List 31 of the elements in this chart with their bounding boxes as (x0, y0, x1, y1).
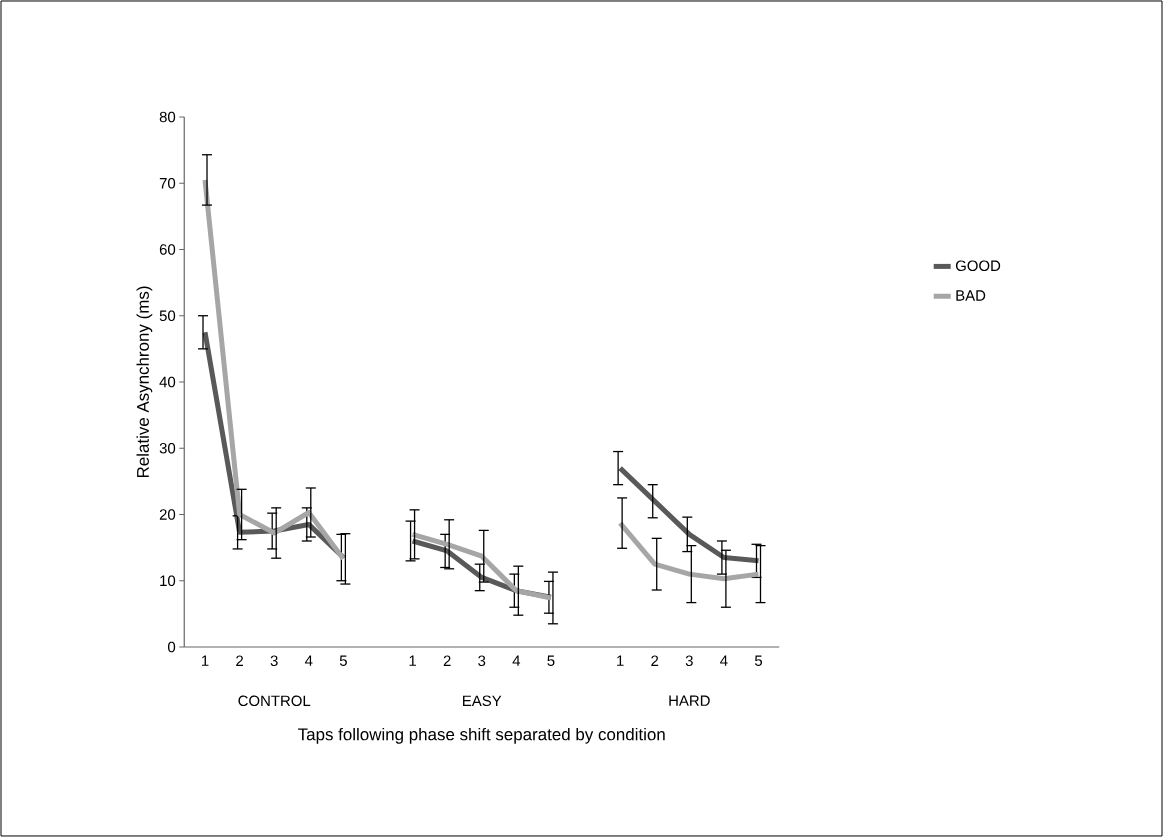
x-tick-label: 5 (754, 655, 763, 666)
x-tick-label: 3 (478, 655, 486, 667)
y-tick-label: 30 (159, 442, 176, 454)
x-tick-label: 2 (443, 655, 451, 666)
legend-label: GOOD (955, 260, 1001, 272)
legend-label: BAD (956, 290, 986, 301)
y-tick-label: 10 (160, 575, 176, 587)
y-tick-label: 20 (159, 509, 176, 520)
x-tick-label: 4 (512, 655, 521, 666)
x-tick-label: 4 (304, 655, 313, 666)
x-tick-label: 2 (651, 655, 659, 666)
text: CONTROL (238, 695, 311, 707)
text: EASY (463, 695, 502, 707)
y-tick-label: 70 (159, 177, 176, 189)
x-tick-label: 4 (720, 655, 728, 666)
y-tick-label: 50 (159, 310, 176, 322)
y-tick-label: 60 (159, 244, 176, 255)
x-tick-label: 5 (339, 655, 347, 666)
y-tick-label: 0 (168, 641, 176, 653)
x-tick-label: 3 (685, 655, 693, 667)
x-tick-label: 1 (409, 655, 416, 666)
y-tick-label: 80 (159, 111, 176, 123)
x-tick-label: 5 (547, 655, 555, 666)
x-tick-label: 1 (617, 655, 624, 666)
x-tick-label: 2 (236, 655, 244, 666)
text: HARD (669, 695, 710, 706)
y-axis-title: Relative Asynchrony (ms) (136, 286, 153, 478)
x-tick-label: 3 (270, 655, 278, 667)
x-axis-title: Taps following phase shift separated by condition (298, 727, 665, 744)
x-tick-label: 1 (201, 655, 209, 666)
y-tick-label: 40 (159, 376, 176, 388)
